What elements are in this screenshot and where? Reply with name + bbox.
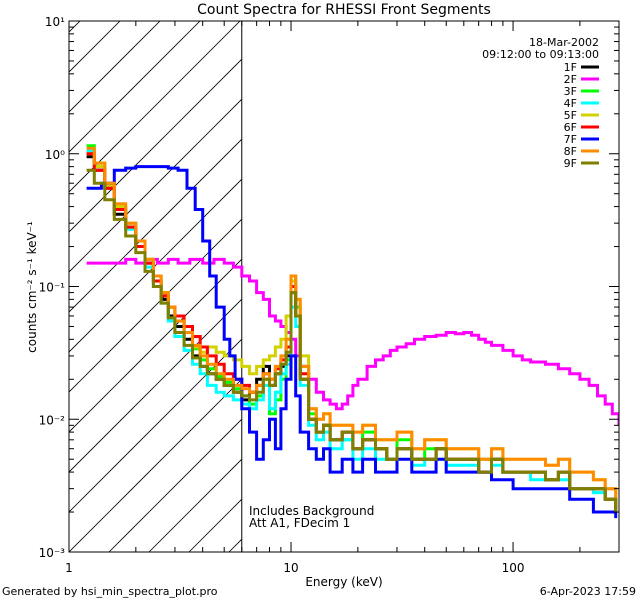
legend-label-7F: 7F bbox=[564, 133, 577, 146]
hatch-line bbox=[629, 0, 640, 552]
series-8F-line bbox=[86, 146, 618, 500]
footer-timestamp: 6-Apr-2023 17:59 bbox=[540, 585, 636, 598]
hatch-line bbox=[69, 298, 242, 473]
y-tick-label: 10⁻² bbox=[39, 413, 66, 427]
hatch-line bbox=[469, 0, 640, 552]
legend-label-9F: 9F bbox=[564, 157, 577, 170]
legend-label-5F: 5F bbox=[564, 109, 577, 122]
legend-label-8F: 8F bbox=[564, 145, 577, 158]
date-label: 18-Mar-2002 bbox=[529, 36, 599, 49]
y-axis-label: counts cm⁻² s⁻¹ keV⁻¹ bbox=[25, 221, 39, 353]
series-5F-line bbox=[86, 152, 618, 500]
legend-label-1F: 1F bbox=[564, 61, 577, 74]
hatch-line bbox=[69, 21, 161, 113]
series-7F-line bbox=[86, 165, 618, 519]
hatch-line bbox=[0, 0, 109, 552]
hatch-line bbox=[389, 0, 640, 552]
legend-label-6F: 6F bbox=[564, 121, 577, 134]
chart-title: Count Spectra for RHESSI Front Segments bbox=[197, 2, 491, 18]
hatch-line bbox=[69, 98, 242, 273]
x-tick-label: 1 bbox=[65, 561, 73, 575]
hatch-line bbox=[589, 0, 640, 552]
x-tick-labels: 1 10 100 bbox=[65, 561, 524, 575]
hatch-line bbox=[69, 138, 242, 313]
attenuator-hatch-region bbox=[0, 0, 640, 552]
x-axis-label: Energy (keV) bbox=[305, 575, 382, 589]
hatch-line bbox=[69, 21, 241, 193]
annotation-background: Includes Background bbox=[249, 504, 374, 518]
axis-ticks bbox=[68, 20, 620, 553]
time-range-label: 09:12:00 to 09:13:00 bbox=[482, 48, 599, 61]
y-tick-label: 10⁰ bbox=[45, 148, 65, 162]
y-tick-labels: 10¹ 10⁰ 10⁻¹ 10⁻² 10⁻³ bbox=[39, 15, 66, 560]
legend-label-4F: 4F bbox=[564, 97, 577, 110]
hatch-line bbox=[69, 21, 201, 153]
series-3F-line bbox=[86, 144, 618, 507]
series-9F-line bbox=[86, 168, 618, 512]
hatch-line bbox=[549, 0, 640, 552]
hatch-line bbox=[429, 0, 640, 552]
y-tick-label: 10⁻³ bbox=[39, 546, 66, 560]
annotation-attenuator: Att A1, FDecim 1 bbox=[249, 516, 350, 530]
series-group bbox=[86, 144, 619, 519]
hatch-line bbox=[69, 378, 242, 552]
hatch-line bbox=[69, 178, 242, 353]
hatch-line bbox=[69, 338, 242, 513]
footer-generated-by: Generated by hsi_min_spectra_plot.pro bbox=[2, 585, 218, 598]
legend-label-3F: 3F bbox=[564, 85, 577, 98]
hatch-line bbox=[69, 21, 121, 73]
x-tick-label: 10 bbox=[283, 561, 298, 575]
hatch-line bbox=[349, 0, 640, 552]
hatch-line bbox=[309, 0, 640, 552]
x-tick-label: 100 bbox=[502, 561, 525, 575]
hatch-line bbox=[108, 418, 242, 552]
hatch-line bbox=[69, 21, 81, 33]
hatch-line bbox=[269, 0, 640, 552]
series-2F-line bbox=[86, 257, 619, 426]
hatch-line bbox=[69, 258, 242, 433]
legend-label-2F: 2F bbox=[564, 73, 577, 86]
y-tick-label: 10⁻¹ bbox=[39, 281, 66, 295]
hatch-line bbox=[69, 218, 242, 393]
y-tick-label: 10¹ bbox=[45, 15, 65, 29]
